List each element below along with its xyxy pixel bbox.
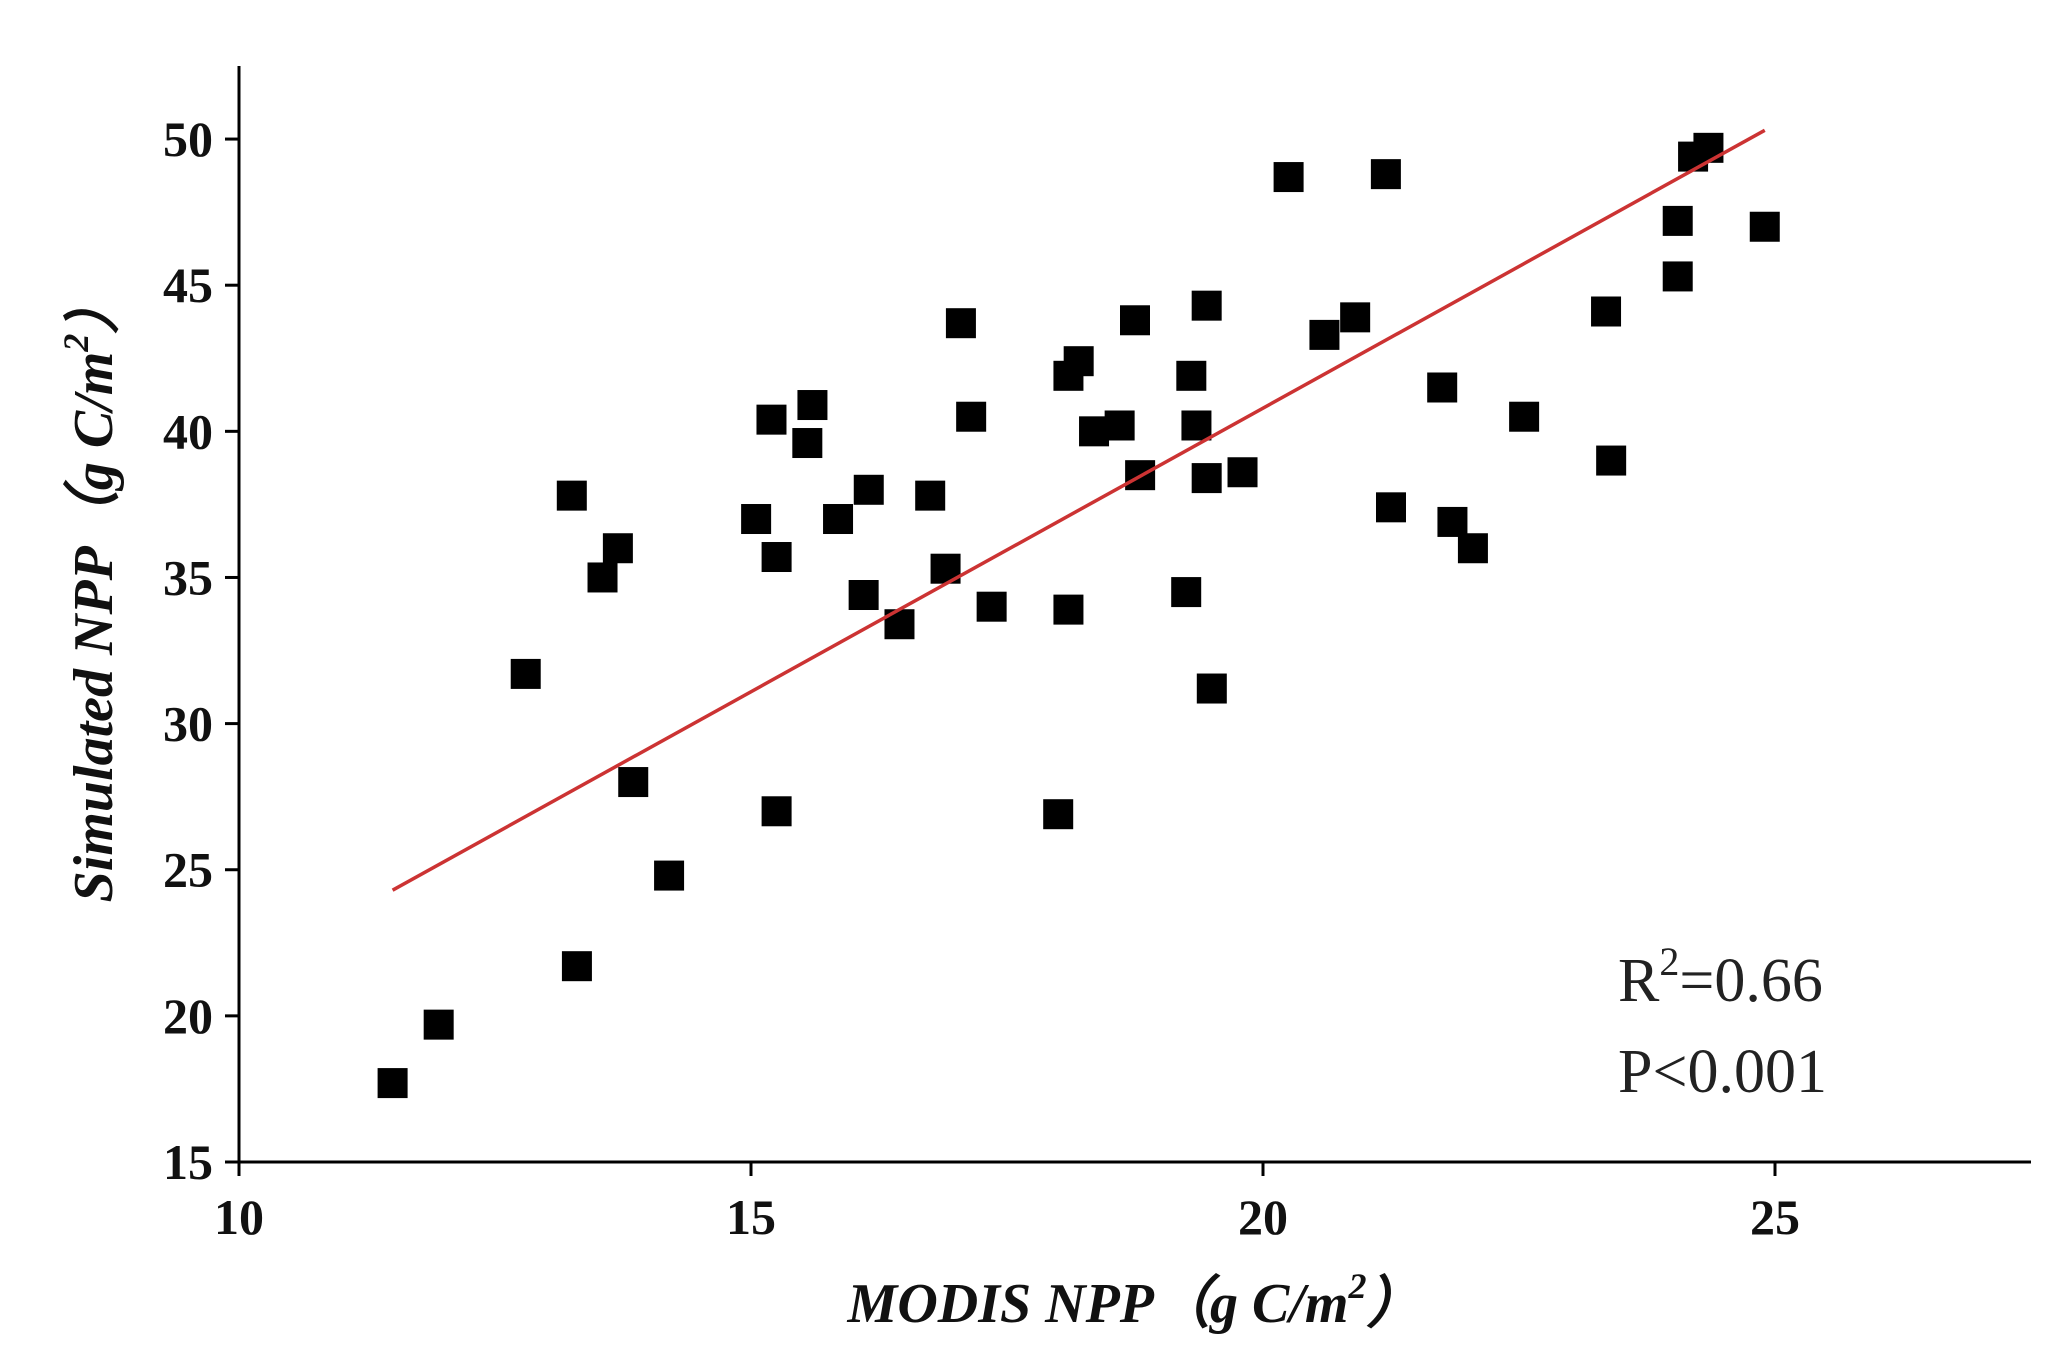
data-point — [1176, 360, 1207, 391]
r-squared-sup: 2 — [1659, 939, 1679, 984]
y-tick-label: 30 — [163, 696, 213, 752]
data-point — [1662, 261, 1693, 292]
data-point — [1509, 401, 1540, 432]
x-ticks: 10 15 20 25 — [214, 1162, 1800, 1245]
data-point — [756, 404, 787, 435]
y-tick-label: 50 — [163, 111, 213, 167]
data-point — [1196, 673, 1227, 704]
data-point — [1273, 162, 1304, 193]
y-axis-title-close: ） — [62, 278, 125, 334]
data-point — [423, 1009, 454, 1040]
data-point — [853, 474, 884, 505]
data-point — [602, 533, 633, 564]
y-tick-label: 35 — [163, 549, 213, 605]
data-point — [587, 562, 618, 593]
data-point — [848, 580, 879, 611]
data-points — [377, 132, 1780, 1099]
data-point — [1340, 302, 1371, 333]
data-point — [956, 401, 987, 432]
r-squared-value: =0.66 — [1679, 947, 1822, 1015]
data-point — [761, 796, 792, 827]
data-point — [510, 658, 541, 689]
data-point — [1079, 416, 1110, 447]
data-point — [1227, 457, 1258, 488]
data-point — [797, 390, 828, 421]
axes — [237, 66, 2031, 1164]
r-squared-label: R2=0.66 — [1618, 939, 1823, 1015]
data-point — [945, 308, 976, 339]
data-point — [1427, 372, 1458, 403]
x-tick-label: 10 — [214, 1189, 264, 1245]
data-point — [1191, 290, 1222, 321]
data-point — [377, 1068, 408, 1099]
data-point — [761, 542, 792, 573]
data-point — [823, 504, 854, 535]
y-tick-label: 40 — [163, 403, 213, 459]
y-tick-label: 15 — [163, 1134, 213, 1190]
data-point — [1457, 533, 1488, 564]
data-point — [976, 591, 1007, 622]
y-ticks: 15 20 25 30 35 40 45 50 — [163, 111, 239, 1190]
y-axis-title: Simulated NPP（g C/m2） — [56, 278, 125, 903]
y-axis-title-sup: 2 — [56, 334, 96, 353]
data-point — [1376, 492, 1406, 523]
regression-line-group — [391, 128, 1766, 892]
data-point — [618, 767, 649, 798]
data-point — [1437, 506, 1468, 537]
data-point — [1104, 410, 1135, 441]
data-point — [1591, 296, 1622, 327]
y-tick-label: 25 — [163, 842, 213, 898]
data-point — [1171, 577, 1202, 608]
x-axis-title-sup: 2 — [1347, 1266, 1366, 1306]
x-tick-label: 20 — [1238, 1189, 1288, 1245]
data-point — [915, 480, 946, 511]
x-axis-title-main: MODIS NPP（g C/m — [847, 1272, 1349, 1335]
data-point — [561, 951, 592, 982]
regression-line — [391, 128, 1766, 892]
data-point — [1370, 159, 1401, 190]
data-point — [1053, 594, 1084, 625]
data-point — [654, 860, 685, 891]
data-point — [1191, 463, 1222, 494]
data-point — [556, 480, 587, 511]
data-point — [741, 504, 772, 535]
r-squared-prefix: R — [1618, 947, 1660, 1015]
x-axis-title: MODIS NPP（g C/m2） — [847, 1266, 1423, 1335]
x-axis-title-close: ） — [1366, 1272, 1422, 1335]
data-point — [1181, 410, 1212, 441]
data-point — [1043, 799, 1074, 830]
p-value-label: P<0.001 — [1618, 1038, 1827, 1106]
data-point — [792, 428, 823, 459]
data-point — [1063, 346, 1094, 377]
data-point — [1749, 211, 1780, 242]
data-point — [1309, 319, 1340, 350]
x-tick-label: 25 — [1750, 1189, 1800, 1245]
x-tick-label: 15 — [726, 1189, 776, 1245]
data-point — [1120, 305, 1150, 336]
data-point — [1662, 205, 1693, 236]
y-tick-label: 45 — [163, 257, 213, 313]
data-point — [1693, 132, 1724, 163]
data-point — [1596, 445, 1627, 476]
y-tick-label: 20 — [163, 988, 213, 1044]
y-axis-title-main: Simulated NPP（g C/m — [62, 352, 125, 903]
